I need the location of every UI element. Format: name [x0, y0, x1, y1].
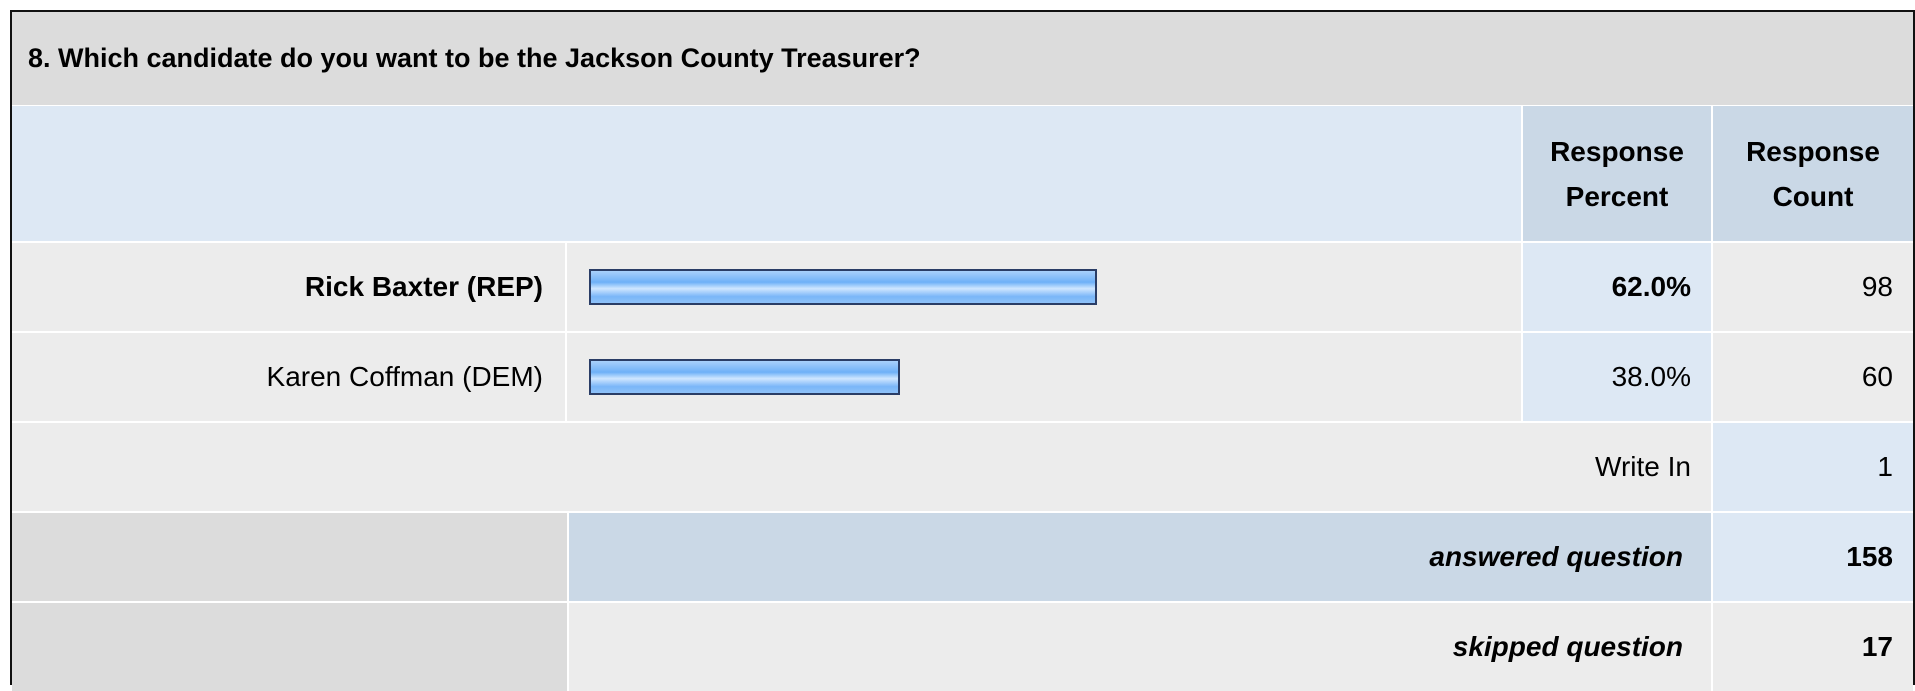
- option-bar-cell: [567, 243, 1521, 331]
- response-percent-header: Response Percent: [1521, 106, 1711, 241]
- response-bar: [589, 359, 900, 395]
- skipped-question-count: 17: [1711, 603, 1913, 691]
- question-title: 8. Which candidate do you want to be the…: [28, 43, 921, 73]
- column-header-row: Response Percent Response Count: [12, 106, 1913, 241]
- option-row-karen-coffman: Karen Coffman (DEM) 38.0% 60: [12, 331, 1913, 421]
- answered-question-count: 158: [1711, 513, 1913, 601]
- option-percent: 62.0%: [1521, 243, 1711, 331]
- question-header-row: 8. Which candidate do you want to be the…: [12, 12, 1913, 106]
- write-in-count: 1: [1711, 423, 1913, 511]
- option-bar-cell: [567, 333, 1521, 421]
- option-label: Karen Coffman (DEM): [12, 333, 567, 421]
- survey-results-table: 8. Which candidate do you want to be the…: [10, 10, 1915, 691]
- option-label: Rick Baxter (REP): [12, 243, 567, 331]
- option-row-rick-baxter: Rick Baxter (REP) 62.0% 98: [12, 241, 1913, 331]
- answered-question-label: answered question: [567, 513, 1711, 601]
- response-bar: [589, 269, 1097, 305]
- response-count-header: Response Count: [1711, 106, 1913, 241]
- skipped-question-row: skipped question 17: [12, 601, 1913, 691]
- option-percent: 38.0%: [1521, 333, 1711, 421]
- bar-track: [589, 359, 1489, 395]
- write-in-link[interactable]: Write In: [1595, 451, 1691, 482]
- option-count: 60: [1711, 333, 1913, 421]
- option-count: 98: [1711, 243, 1913, 331]
- write-in-row: Write In 1: [12, 421, 1913, 511]
- bar-track: [589, 269, 1489, 305]
- answered-question-row: answered question 158: [12, 511, 1913, 601]
- skipped-question-label: skipped question: [567, 603, 1711, 691]
